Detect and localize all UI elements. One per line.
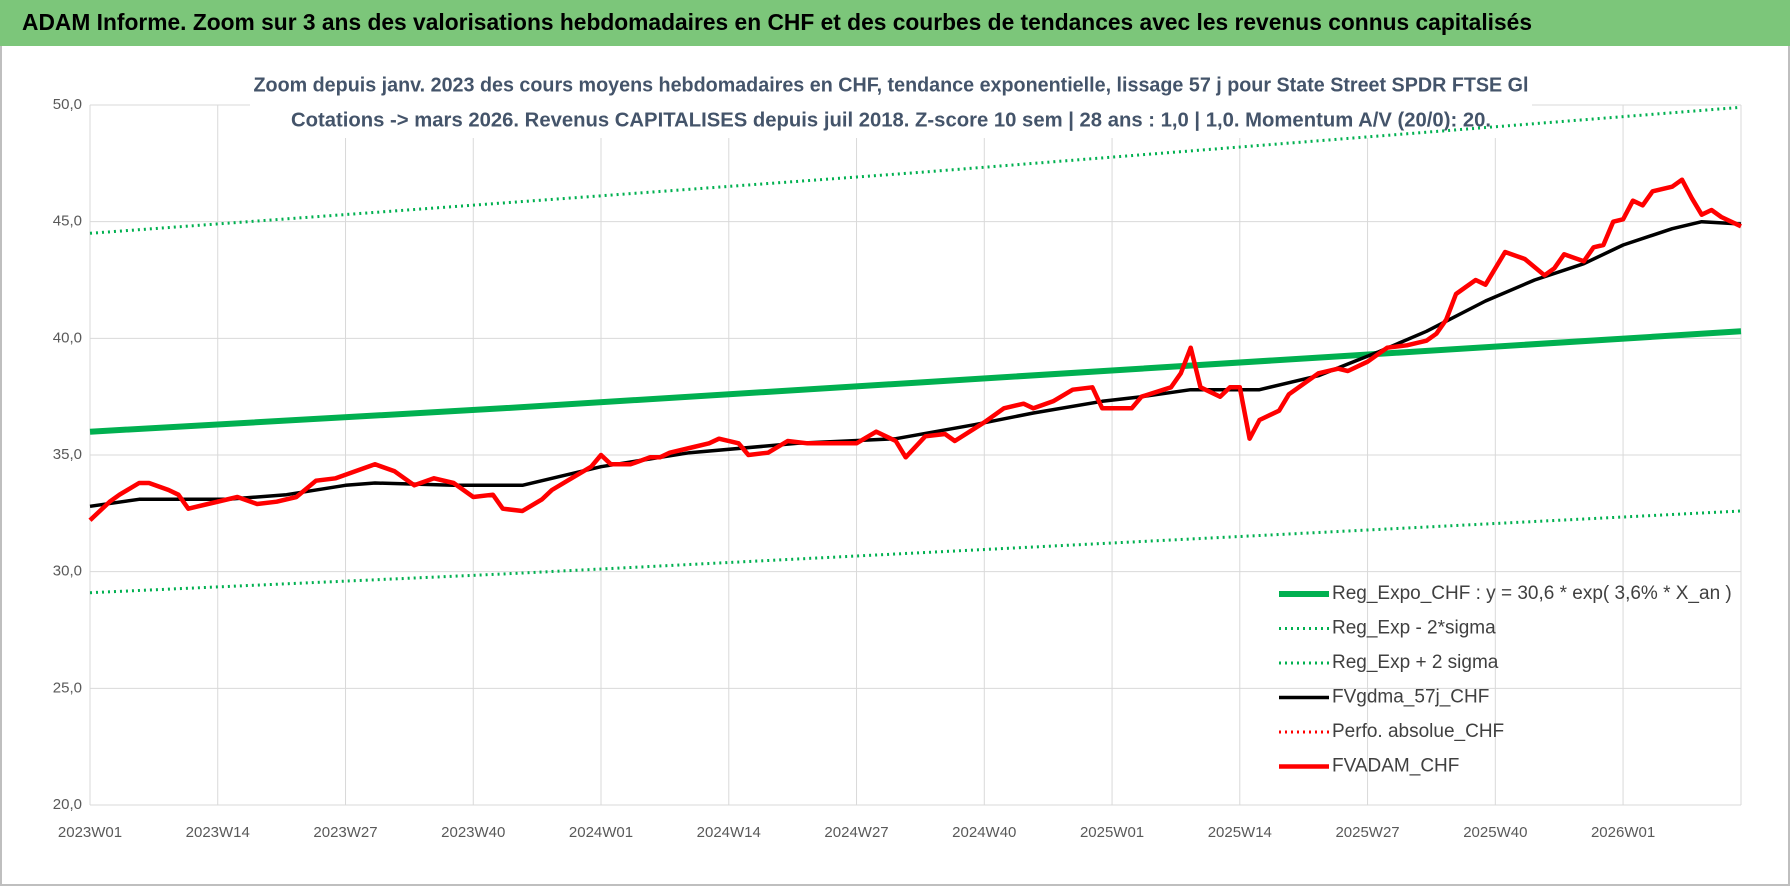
legend-label: Perfo. absolue_CHF bbox=[1332, 721, 1504, 742]
y-tick-label: 50,0 bbox=[53, 96, 82, 113]
x-tick-label: 2026W01 bbox=[1591, 824, 1655, 841]
subtitle-background bbox=[250, 68, 1532, 138]
y-tick-label: 30,0 bbox=[53, 563, 82, 580]
x-tick-label: 2024W14 bbox=[697, 824, 761, 841]
x-tick-label: 2025W27 bbox=[1335, 824, 1399, 841]
grid: 20,0 25,0 30,0 35,0 40,0 45,0 50,0 2023W01 2023W… bbox=[53, 96, 1742, 841]
legend-label: FVgdma_57j_CHF bbox=[1332, 687, 1489, 708]
x-tick-label: 2023W27 bbox=[313, 824, 377, 841]
legend-label: Reg_Exp - 2*sigma bbox=[1332, 618, 1496, 639]
legend-label: Reg_Expo_CHF : y = 30,6 * exp( 3,6% * X_… bbox=[1332, 583, 1732, 604]
chart-subtitle: Zoom depuis janv. 2023 des cours moyens … bbox=[254, 74, 1529, 96]
series-line bbox=[88, 177, 1742, 522]
x-tick-label: 2023W40 bbox=[441, 824, 505, 841]
x-tick-label: 2024W01 bbox=[569, 824, 633, 841]
x-tick-label: 2025W40 bbox=[1463, 824, 1527, 841]
plot-lines bbox=[88, 105, 1742, 595]
x-tick-label: 2025W14 bbox=[1208, 824, 1272, 841]
x-tick-label: 2025W01 bbox=[1080, 824, 1144, 841]
chart-subtitle: Cotations -> mars 2026. Revenus CAPITALI… bbox=[291, 109, 1491, 131]
x-tick-label: 2023W14 bbox=[186, 824, 250, 841]
series-line bbox=[89, 219, 1742, 509]
y-tick-label: 20,0 bbox=[53, 796, 82, 813]
legend-label: Reg_Exp + 2 sigma bbox=[1332, 652, 1499, 673]
y-tick-label: 40,0 bbox=[53, 329, 82, 346]
x-tick-label: 2024W40 bbox=[952, 824, 1016, 841]
header-bar bbox=[0, 0, 1790, 46]
y-tick-label: 35,0 bbox=[53, 446, 82, 463]
y-tick-label: 45,0 bbox=[53, 213, 82, 230]
legend: Reg_Expo_CHF : y = 30,6 * exp( 3,6% * X_… bbox=[1279, 583, 1732, 777]
series-line bbox=[89, 328, 1742, 435]
y-tick-label: 25,0 bbox=[53, 679, 82, 696]
x-tick-label: 2024W27 bbox=[824, 824, 888, 841]
x-tick-label: 2023W01 bbox=[58, 824, 122, 841]
chart-title: ADAM Informe. Zoom sur 3 ans des valoris… bbox=[22, 9, 1532, 35]
legend-label: FVADAM_CHF bbox=[1332, 756, 1459, 777]
